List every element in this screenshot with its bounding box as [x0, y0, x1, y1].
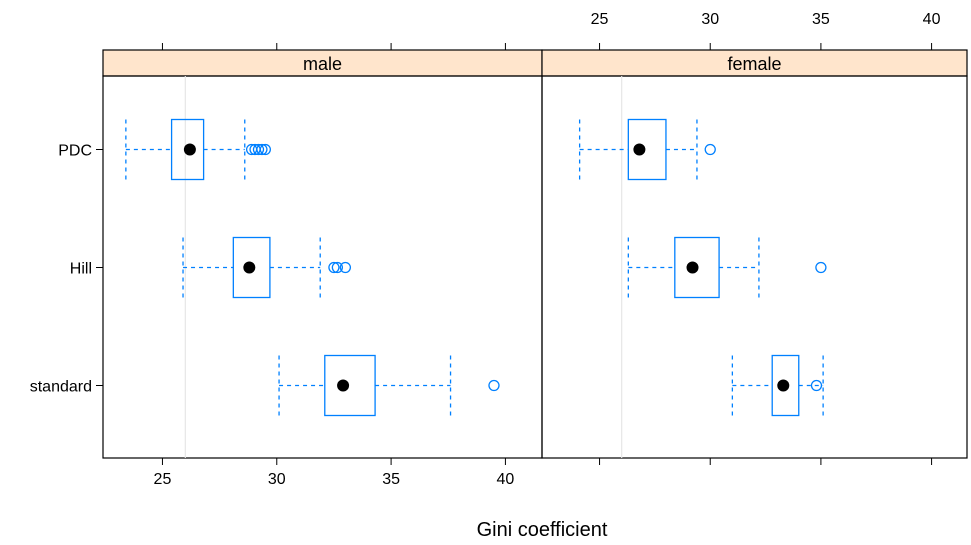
x-tick-label-bottom: 35	[382, 471, 400, 488]
outlier-point	[256, 143, 268, 156]
median-dot	[337, 379, 350, 392]
x-axis-label: Gini coefficient	[477, 519, 608, 541]
box-iqr	[627, 118, 667, 181]
x-tick-label-bottom: 40	[497, 471, 515, 488]
outlier-point	[328, 261, 340, 274]
box-female-standard	[731, 354, 824, 417]
strip-male	[102, 49, 543, 77]
box-iqr	[232, 236, 271, 299]
median-dot	[686, 261, 699, 274]
panel-frame-female	[541, 75, 968, 459]
outlier-point	[488, 379, 500, 392]
strip-label-male: male	[303, 54, 342, 74]
median-dot	[243, 261, 256, 274]
y-tick-label-standard: standard	[30, 379, 92, 396]
outlier-point	[704, 143, 716, 156]
outlier-point	[810, 379, 823, 392]
median-dot	[633, 143, 646, 156]
median-dot	[183, 143, 196, 156]
box-male-Hill	[182, 236, 352, 299]
box-iqr	[771, 354, 800, 417]
outlier-point	[815, 261, 827, 274]
strip-female	[541, 49, 968, 77]
outlier-point	[339, 261, 352, 274]
x-tick-label-top: 35	[812, 11, 830, 28]
x-tick-label-top: 40	[923, 11, 941, 28]
box-iqr	[324, 354, 376, 417]
box-iqr	[170, 118, 205, 181]
panel-frame-male	[102, 75, 543, 459]
x-tick-label-bottom: 30	[268, 471, 286, 488]
box-male-standard	[278, 354, 500, 417]
strip-label-female: female	[727, 54, 781, 74]
box-female-PDC	[578, 118, 716, 181]
outlier-point	[331, 261, 344, 274]
y-tick-label-PDC: PDC	[58, 143, 92, 160]
x-tick-label-top: 30	[701, 11, 719, 28]
x-tick-label-bottom: 25	[154, 471, 172, 488]
y-tick-label-Hill: Hill	[70, 261, 92, 278]
box-iqr	[674, 236, 720, 299]
outlier-point	[259, 143, 271, 156]
median-dot	[777, 379, 790, 392]
box-male-PDC	[125, 118, 271, 181]
outlier-point	[252, 143, 265, 156]
box-female-Hill	[627, 236, 827, 299]
x-tick-label-top: 25	[591, 11, 609, 28]
